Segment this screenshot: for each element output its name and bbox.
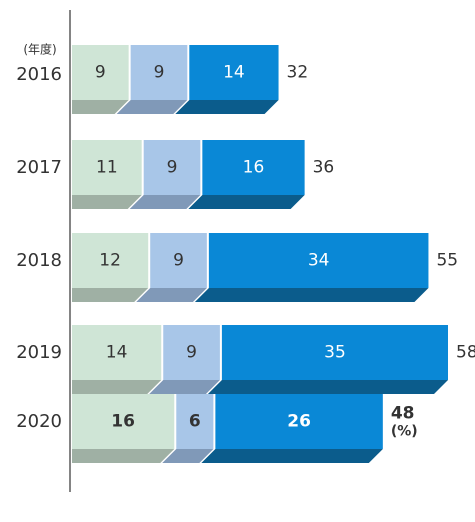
bar: [130, 45, 188, 100]
bar-shade: [129, 195, 201, 209]
bar: [72, 140, 142, 195]
data-label: 9: [167, 158, 178, 178]
bar-shade: [175, 100, 279, 114]
data-label: 16: [243, 158, 265, 178]
bar-shade: [72, 100, 129, 114]
bar: [176, 394, 214, 449]
data-label: 11: [96, 158, 118, 178]
bar-shade: [136, 288, 207, 302]
bar: [208, 233, 429, 288]
bar: [202, 140, 305, 195]
bar: [72, 233, 149, 288]
bar: [143, 140, 201, 195]
total-label: 32: [287, 63, 309, 83]
y-tick-label: 2017: [16, 157, 62, 178]
data-label: 6: [189, 412, 201, 432]
bar-shade: [72, 288, 149, 302]
total-label: 48: [391, 404, 415, 424]
y-tick-label: 2019: [16, 342, 62, 363]
category-axis-label: (年度): [23, 42, 56, 57]
data-label: 14: [106, 343, 128, 363]
data-label: 9: [154, 63, 165, 83]
y-tick-label: 2020: [16, 411, 62, 432]
bar-shade: [116, 100, 188, 114]
total-label: 58: [456, 343, 475, 363]
bar-shade: [207, 380, 448, 394]
bar-shade: [188, 195, 305, 209]
bar: [72, 394, 175, 449]
bar-shade: [149, 380, 220, 394]
bar: [221, 325, 448, 380]
data-label: 14: [223, 63, 245, 83]
bar-shade: [72, 195, 142, 209]
bar: [215, 394, 383, 449]
bar: [150, 233, 207, 288]
y-tick-label: 2016: [16, 64, 62, 85]
data-label: 9: [186, 343, 197, 363]
data-label: 26: [287, 412, 311, 432]
y-tick-label: 2018: [16, 250, 62, 271]
data-label: 12: [99, 251, 121, 271]
total-label: 55: [436, 251, 458, 271]
bar-shade: [72, 449, 175, 463]
bar-shade: [72, 380, 162, 394]
data-label: 35: [324, 343, 346, 363]
data-label: 16: [111, 412, 135, 432]
data-label: 9: [95, 63, 106, 83]
unit-label: (%): [391, 424, 418, 440]
bar-shade: [201, 449, 383, 463]
data-label: 9: [173, 251, 184, 271]
total-label: 36: [313, 158, 335, 178]
data-label: 34: [308, 251, 330, 271]
bar-shade: [162, 449, 214, 463]
bar: [72, 325, 162, 380]
bar-shade: [194, 288, 429, 302]
bar: [72, 45, 129, 100]
bar: [189, 45, 279, 100]
bar: [163, 325, 220, 380]
